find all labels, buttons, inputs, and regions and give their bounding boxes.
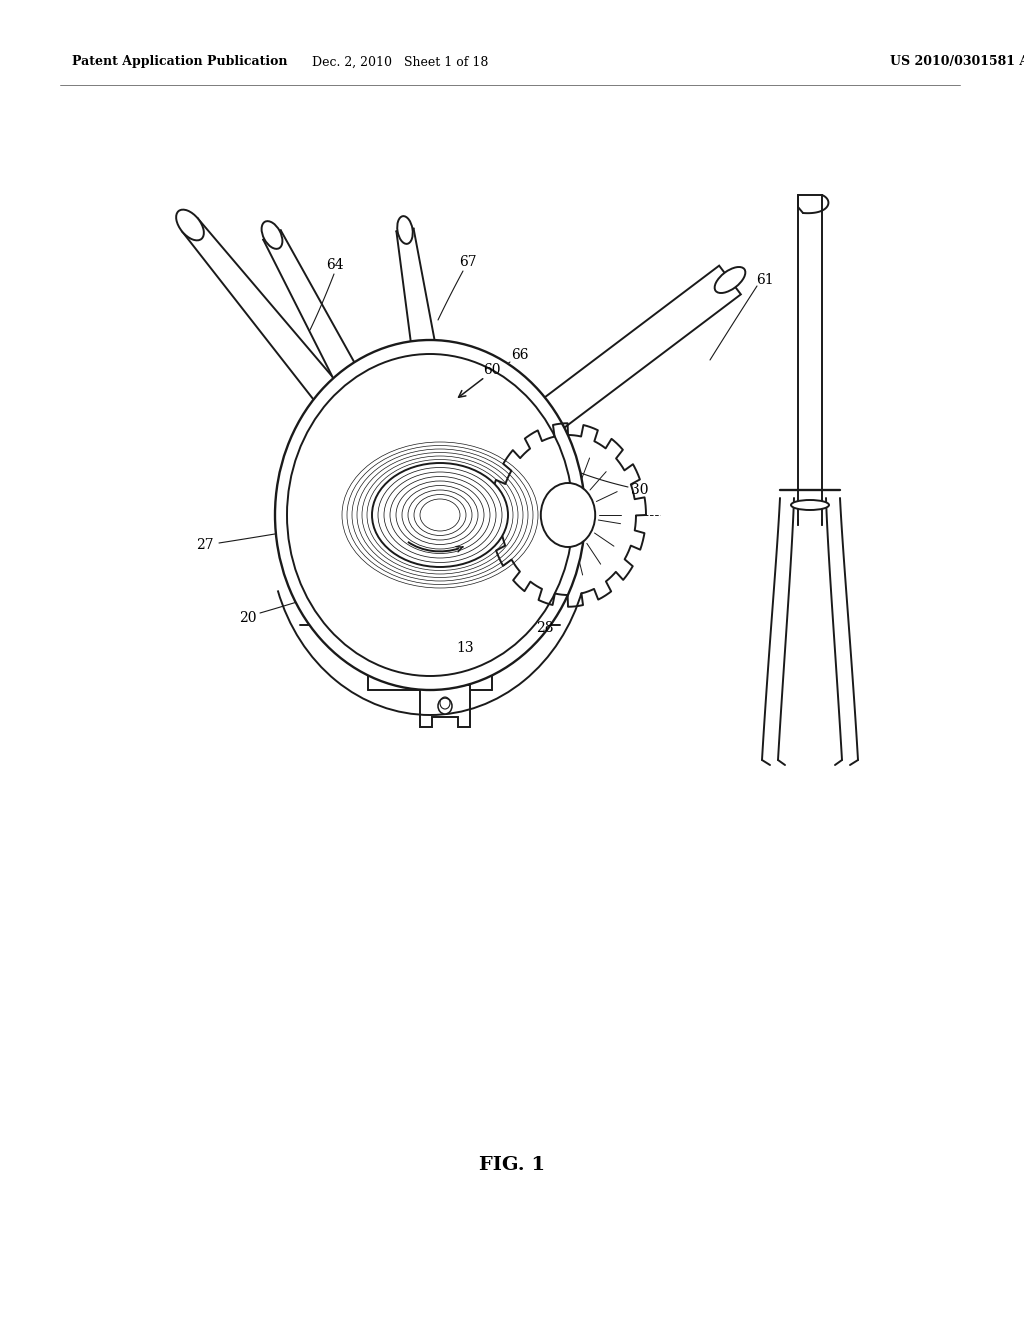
Ellipse shape	[275, 341, 585, 690]
Ellipse shape	[176, 210, 204, 240]
Text: 61: 61	[756, 273, 774, 286]
Text: Dec. 2, 2010   Sheet 1 of 18: Dec. 2, 2010 Sheet 1 of 18	[312, 55, 488, 69]
Text: 27: 27	[197, 539, 214, 552]
Text: 66: 66	[511, 348, 528, 362]
Ellipse shape	[501, 436, 635, 594]
Text: 30: 30	[631, 483, 649, 498]
Text: US 2010/0301581 A1: US 2010/0301581 A1	[890, 55, 1024, 69]
Text: 20: 20	[240, 611, 257, 624]
Text: 64: 64	[327, 257, 344, 272]
Ellipse shape	[372, 463, 508, 568]
Polygon shape	[474, 265, 740, 479]
Polygon shape	[182, 219, 412, 491]
Ellipse shape	[715, 267, 745, 293]
Ellipse shape	[791, 500, 829, 510]
Text: 28: 28	[537, 620, 554, 635]
Ellipse shape	[541, 483, 595, 546]
Polygon shape	[396, 228, 455, 453]
Ellipse shape	[397, 216, 413, 244]
Polygon shape	[263, 231, 424, 503]
Text: Patent Application Publication: Patent Application Publication	[72, 55, 288, 69]
Text: 67: 67	[459, 255, 477, 269]
Ellipse shape	[287, 354, 573, 676]
Text: 13: 13	[456, 642, 474, 655]
Ellipse shape	[261, 222, 283, 249]
Text: 60: 60	[483, 363, 501, 378]
Ellipse shape	[438, 698, 452, 714]
Text: FIG. 1: FIG. 1	[479, 1156, 545, 1173]
Polygon shape	[420, 685, 470, 727]
